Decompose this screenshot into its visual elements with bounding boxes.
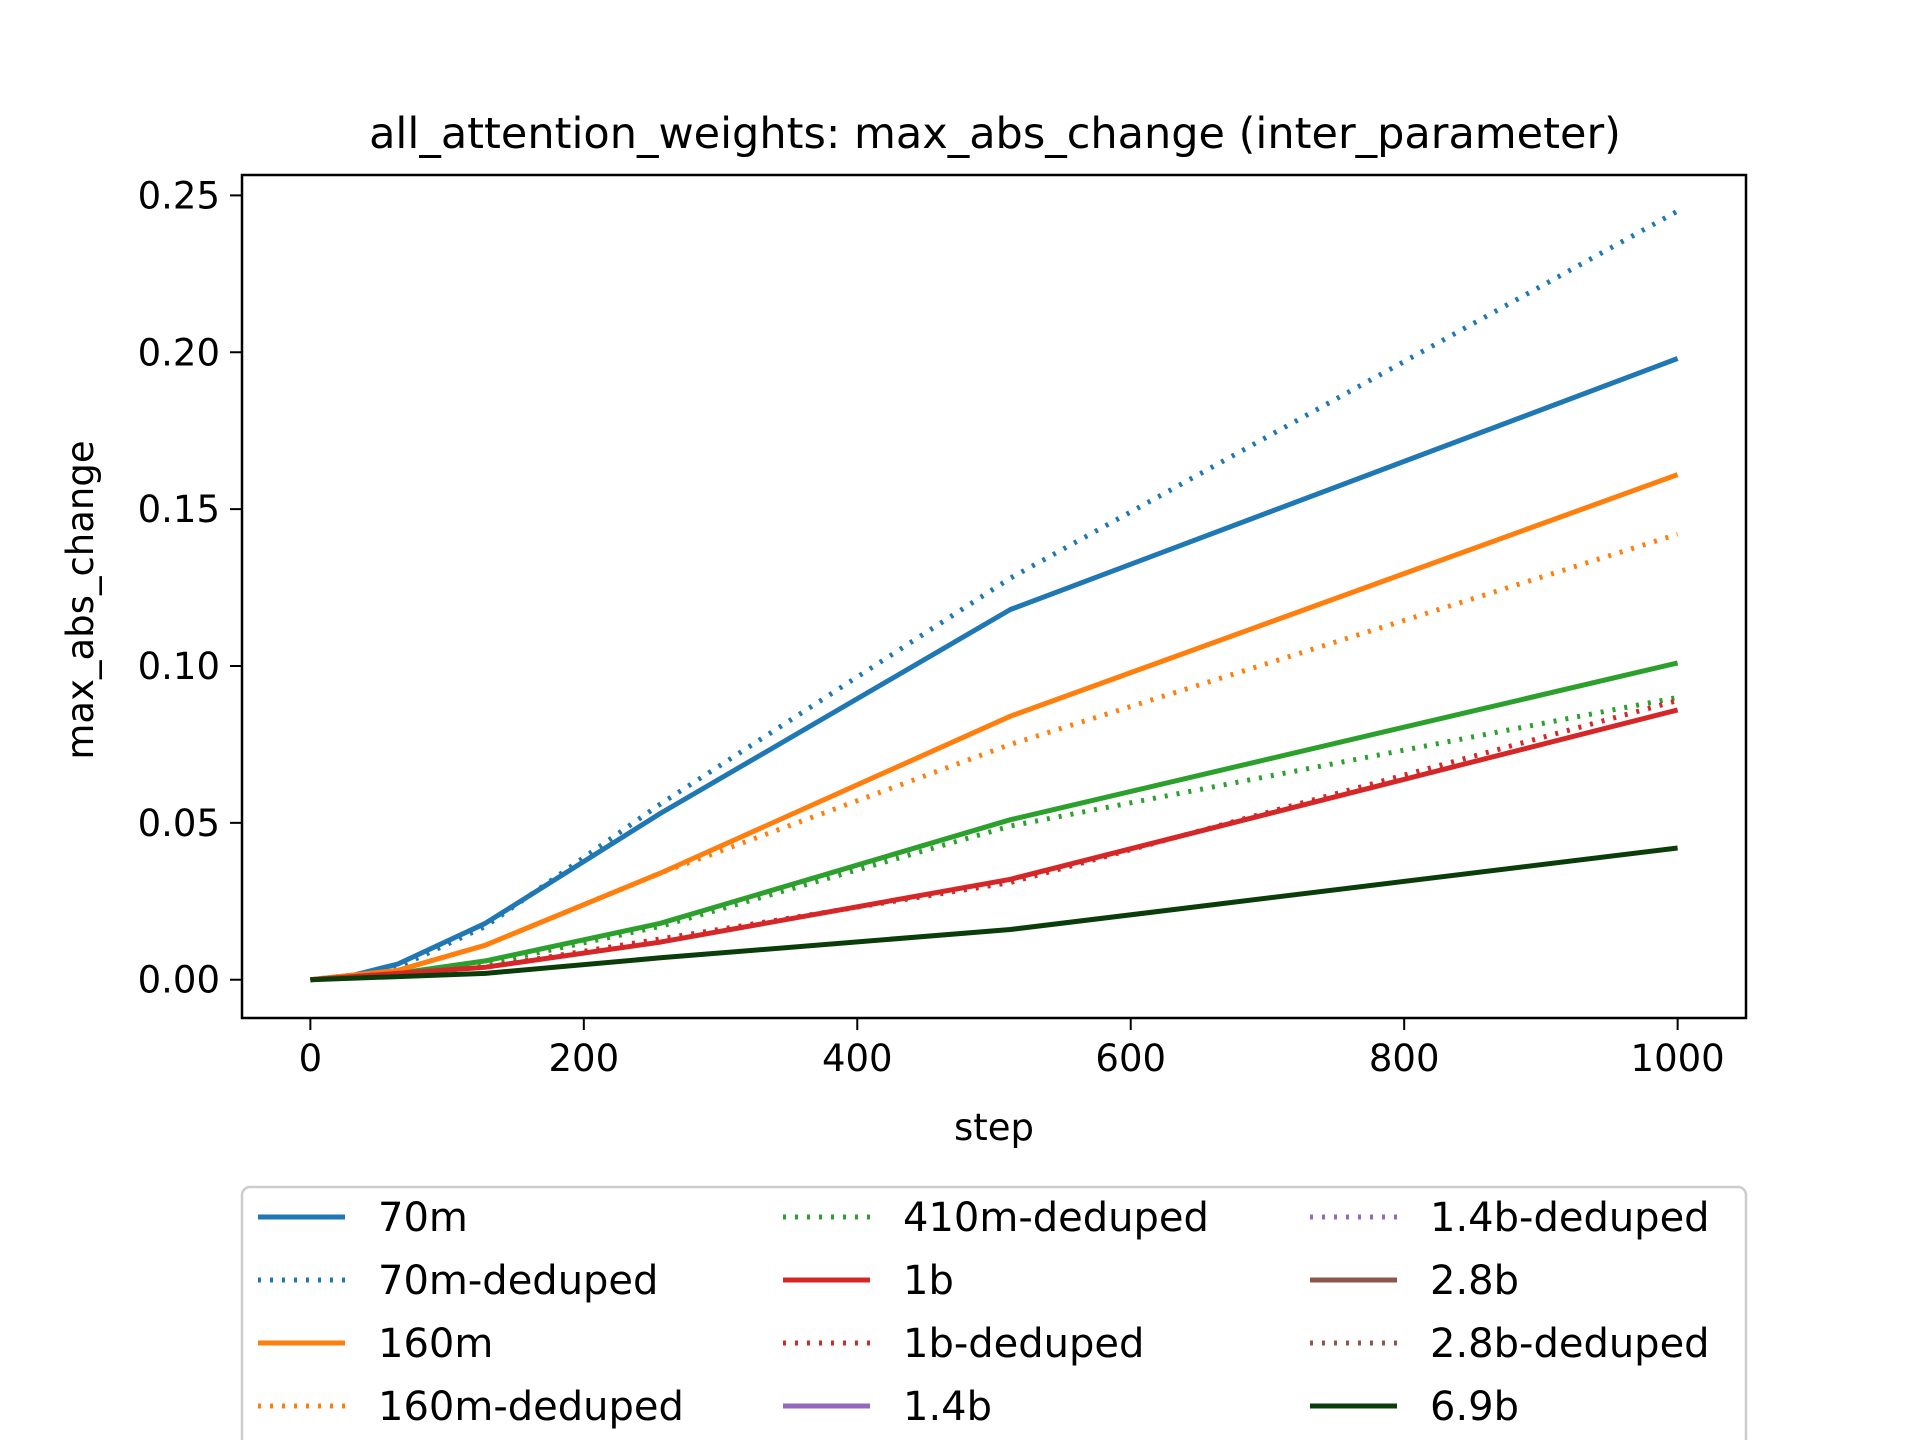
series-line-160m-deduped xyxy=(310,531,1679,983)
y-tick-label: 0.15 xyxy=(138,488,220,531)
series-line-70m xyxy=(310,356,1679,983)
x-axis-ticks: 0 200 400 600 800 1000 xyxy=(299,1018,1725,1080)
legend-label-6-9b: 6.9b xyxy=(1430,1384,1519,1430)
legend-label-1b: 1b xyxy=(903,1258,954,1304)
y-tick-label: 0.00 xyxy=(138,959,220,1002)
legend-label-160m: 160m xyxy=(378,1321,493,1367)
x-tick-label: 400 xyxy=(822,1037,893,1080)
legend-label-160m-deduped: 160m-deduped xyxy=(378,1384,684,1430)
y-tick-label: 0.20 xyxy=(138,331,220,374)
x-tick-label: 800 xyxy=(1369,1037,1440,1080)
legend-label-2-8b: 2.8b xyxy=(1430,1258,1519,1304)
legend-label-70m: 70m xyxy=(378,1195,468,1241)
x-tick-label: 0 xyxy=(299,1037,323,1080)
legend-items: 70m 70m-deduped 160m 160m-deduped 410m-dedup… xyxy=(258,1195,1710,1430)
y-tick-label: 0.10 xyxy=(138,645,220,688)
y-tick-label: 0.25 xyxy=(138,174,220,217)
x-tick-label: 200 xyxy=(549,1037,620,1080)
plot-lines xyxy=(310,208,1679,983)
legend-label-2-8b-deduped: 2.8b-deduped xyxy=(1430,1321,1710,1367)
y-axis-ticks: 0.00 0.05 0.10 0.15 0.20 0.25 xyxy=(138,174,242,1002)
legend-label-70m-deduped: 70m-deduped xyxy=(378,1258,658,1304)
legend-label-1b-deduped: 1b-deduped xyxy=(903,1321,1144,1367)
x-tick-label: 600 xyxy=(1095,1037,1166,1080)
chart-title: all_attention_weights: max_abs_change (i… xyxy=(369,109,1621,159)
y-axis-label: max_abs_change xyxy=(59,440,102,759)
legend-frame xyxy=(240,1185,1748,1445)
series-line-70m-deduped xyxy=(310,208,1679,983)
legend: 70m 70m-deduped 160m 160m-deduped 410m-dedup… xyxy=(240,1185,1748,1445)
y-tick-label: 0.05 xyxy=(138,802,220,845)
legend-label-1-4b-deduped: 1.4b-deduped xyxy=(1430,1195,1710,1241)
x-tick-label: 1000 xyxy=(1631,1037,1725,1080)
series-line-6-9b xyxy=(310,845,1678,983)
legend-label-1-4b: 1.4b xyxy=(903,1384,992,1430)
x-axis-label: step xyxy=(954,1106,1034,1149)
series-line-1b-deduped xyxy=(310,698,1679,983)
plot-frame xyxy=(240,173,1748,1020)
series-line-410m-deduped xyxy=(310,694,1679,983)
legend-label-410m-deduped: 410m-deduped xyxy=(903,1195,1209,1241)
series-line-1b xyxy=(310,707,1679,983)
